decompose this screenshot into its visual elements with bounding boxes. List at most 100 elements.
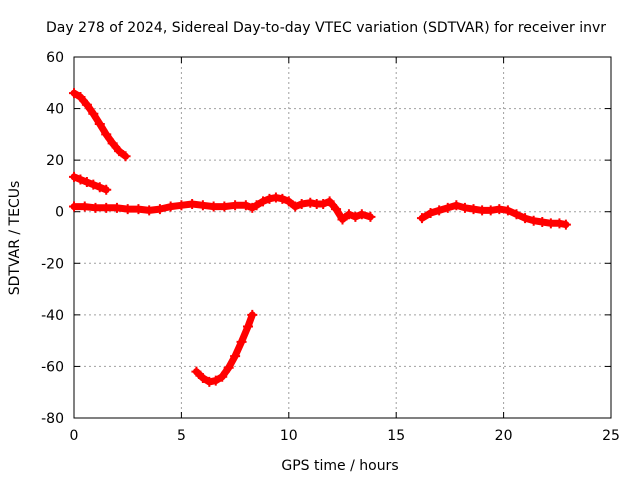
- data-point: [107, 138, 118, 149]
- data-point: [240, 200, 251, 211]
- data-point: [219, 201, 230, 212]
- data-point: [94, 182, 105, 193]
- y-tick-label: 60: [46, 50, 64, 66]
- y-tick-label: -60: [41, 359, 64, 375]
- data-point: [459, 202, 470, 213]
- data-point: [520, 213, 531, 224]
- chart-title: Day 278 of 2024, Sidereal Day-to-day VTE…: [46, 20, 606, 36]
- y-tick-label: -80: [41, 411, 64, 427]
- data-point: [204, 376, 215, 387]
- y-tick-label: -20: [41, 256, 64, 272]
- data-point: [242, 321, 253, 332]
- grid: [74, 57, 611, 418]
- series-arc-4: [191, 309, 258, 387]
- x-axis-label: GPS time / hours: [281, 458, 398, 474]
- data-point: [94, 119, 105, 130]
- data-point: [210, 375, 221, 386]
- data-point: [494, 204, 505, 215]
- data-point: [247, 309, 258, 320]
- data-point: [343, 209, 354, 220]
- data-point: [133, 204, 144, 215]
- data-point: [69, 201, 79, 212]
- y-tick-label: 20: [46, 153, 64, 169]
- data-point: [296, 198, 307, 209]
- data-point: [318, 198, 329, 209]
- data-point: [545, 218, 556, 229]
- data-point: [331, 204, 342, 215]
- data-point: [217, 371, 228, 382]
- data-point: [277, 193, 288, 204]
- data-point: [365, 211, 376, 222]
- data-point: [251, 200, 262, 211]
- data-point: [356, 209, 367, 220]
- x-tick-label: 5: [177, 428, 186, 444]
- data-point: [258, 196, 269, 207]
- data-point: [187, 198, 198, 209]
- data-point: [79, 201, 90, 212]
- data-point: [230, 200, 241, 211]
- data-point: [75, 91, 86, 102]
- x-tick-label: 0: [70, 428, 79, 444]
- x-tick-label: 15: [387, 428, 405, 444]
- y-axis-label: SDTVAR / TECUs: [7, 181, 23, 296]
- data-point: [88, 108, 99, 119]
- data-point: [502, 205, 513, 216]
- data-point: [442, 202, 453, 213]
- data-point: [337, 214, 348, 225]
- data-point: [122, 204, 133, 215]
- data-point: [283, 196, 294, 207]
- data-point: [485, 205, 496, 216]
- data-point: [176, 200, 187, 211]
- data-point: [236, 336, 247, 347]
- data-point: [434, 205, 445, 216]
- axis-ticks: 0 5 10 15 20 25 -80 -60 -40 -20 0 20 40 60: [41, 50, 620, 444]
- data-point: [416, 213, 427, 224]
- x-tick-label: 10: [280, 428, 298, 444]
- data-point: [154, 204, 165, 215]
- data-point: [324, 196, 335, 207]
- data-point: [197, 373, 208, 384]
- data-point: [230, 351, 241, 362]
- data-point: [264, 193, 275, 204]
- data-point: [477, 205, 488, 216]
- data-point: [69, 88, 79, 99]
- data-point: [114, 146, 125, 157]
- data-point: [90, 202, 101, 213]
- x-tick-label: 25: [602, 428, 620, 444]
- data-point: [75, 174, 86, 185]
- data-point: [165, 201, 176, 212]
- data-point: [528, 215, 539, 226]
- data-point: [511, 209, 522, 220]
- series-arc-1: [69, 88, 131, 162]
- data-point: [223, 362, 234, 373]
- data-point: [69, 171, 79, 182]
- data-point: [350, 211, 361, 222]
- data-point: [451, 200, 462, 211]
- data-point: [144, 205, 155, 216]
- y-tick-label: 0: [55, 205, 64, 221]
- data-point: [191, 366, 202, 377]
- data-point: [81, 177, 92, 188]
- data-point: [468, 204, 479, 215]
- data-point: [111, 202, 122, 213]
- series-trace: [192, 311, 256, 386]
- series-arc-2: [69, 171, 112, 195]
- data-point: [120, 151, 131, 162]
- data-point: [560, 219, 571, 230]
- data-point: [101, 129, 112, 140]
- data-point: [197, 200, 208, 211]
- plot-frame: [73, 56, 612, 419]
- data-point: [270, 192, 281, 203]
- data-point: [305, 197, 316, 208]
- x-tick-label: 20: [495, 428, 513, 444]
- data-point: [554, 218, 565, 229]
- data-point: [88, 179, 99, 190]
- data-point: [290, 201, 301, 212]
- data-point: [208, 201, 219, 212]
- data-point: [425, 208, 436, 219]
- y-tick-label: 40: [46, 102, 64, 118]
- data-point: [101, 184, 112, 195]
- series-arc-5: [416, 200, 571, 230]
- data-point: [101, 202, 112, 213]
